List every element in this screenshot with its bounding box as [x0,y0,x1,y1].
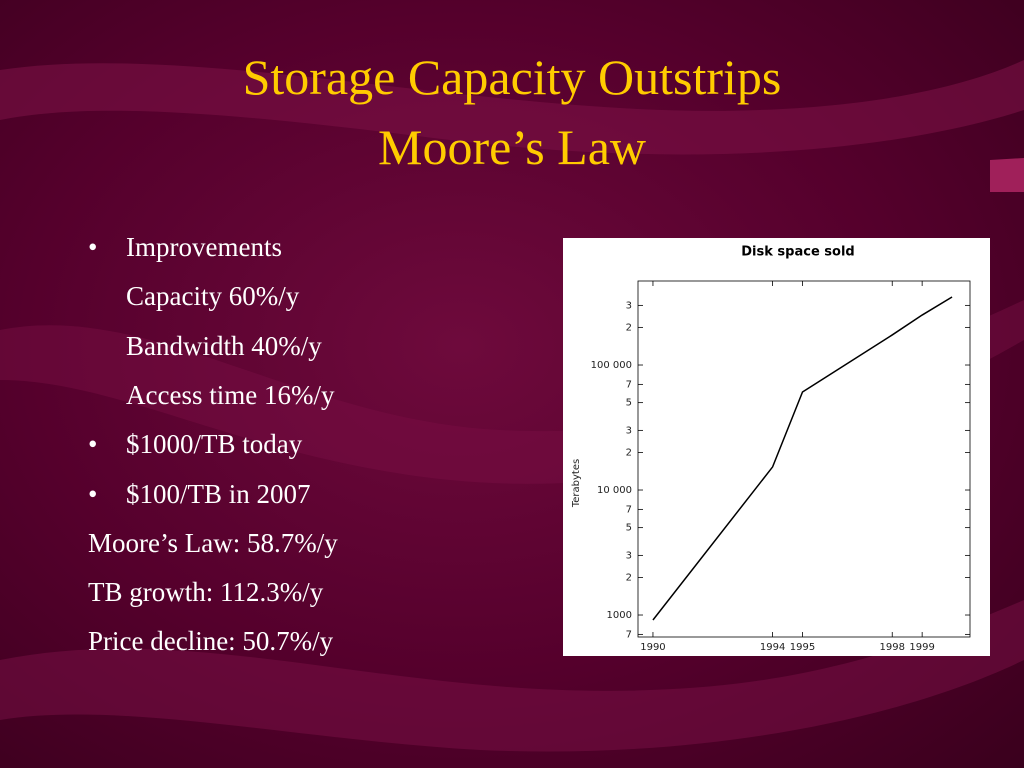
text-line: Bandwidth 40%/y [126,330,322,361]
plot-frame [637,280,971,638]
chart-background [563,238,990,656]
bullet: • [88,429,98,460]
x-tick-label: 1995 [790,642,815,653]
y-tick-label: 3 [626,425,632,436]
data-line [652,296,953,621]
y-tick-label: 7 [626,379,632,390]
bullet: • [88,478,98,509]
y-axis-label: Terabytes [571,459,582,508]
y-tick-label: 10 000 [597,485,632,496]
text-line: $1000/TB today [126,429,303,460]
slide-title: Storage Capacity Outstrips Moore’s Law [0,42,1024,182]
y-tick-label: 2 [626,447,632,458]
y-tick-label: 7 [626,504,632,515]
y-tick-label: 7 [626,629,632,640]
x-tick-label: 1994 [760,642,785,653]
text-line: TB growth: 112.3%/y [88,577,324,608]
y-tick-label: 5 [626,523,632,534]
text-line: Price decline: 50.7%/y [88,626,334,657]
text-line: Improvements [126,232,282,262]
y-tick-label: 3 [626,550,632,561]
title-line: Moore’s Law [378,119,646,175]
y-tick-label: 100 000 [591,360,632,371]
text-line: Moore’s Law: 58.7%/y [88,527,338,558]
y-tick-label: 5 [626,398,632,409]
y-tick-label: 2 [626,572,632,583]
text-line: Capacity 60%/y [126,281,300,312]
y-tick-label: 3 [626,300,632,311]
x-tick-label: 1999 [909,642,934,653]
y-tick-label: 2 [626,322,632,333]
x-tick-label: 1990 [640,642,665,653]
text-line: $100/TB in 2007 [126,478,311,509]
y-tick-label: 1000 [607,610,632,621]
text-line: Access time 16%/y [126,379,335,410]
title-line: Storage Capacity Outstrips [242,49,782,105]
bullet: • [88,232,98,262]
x-tick-label: 1998 [880,642,905,653]
chart-title: Disk space sold [741,245,854,260]
